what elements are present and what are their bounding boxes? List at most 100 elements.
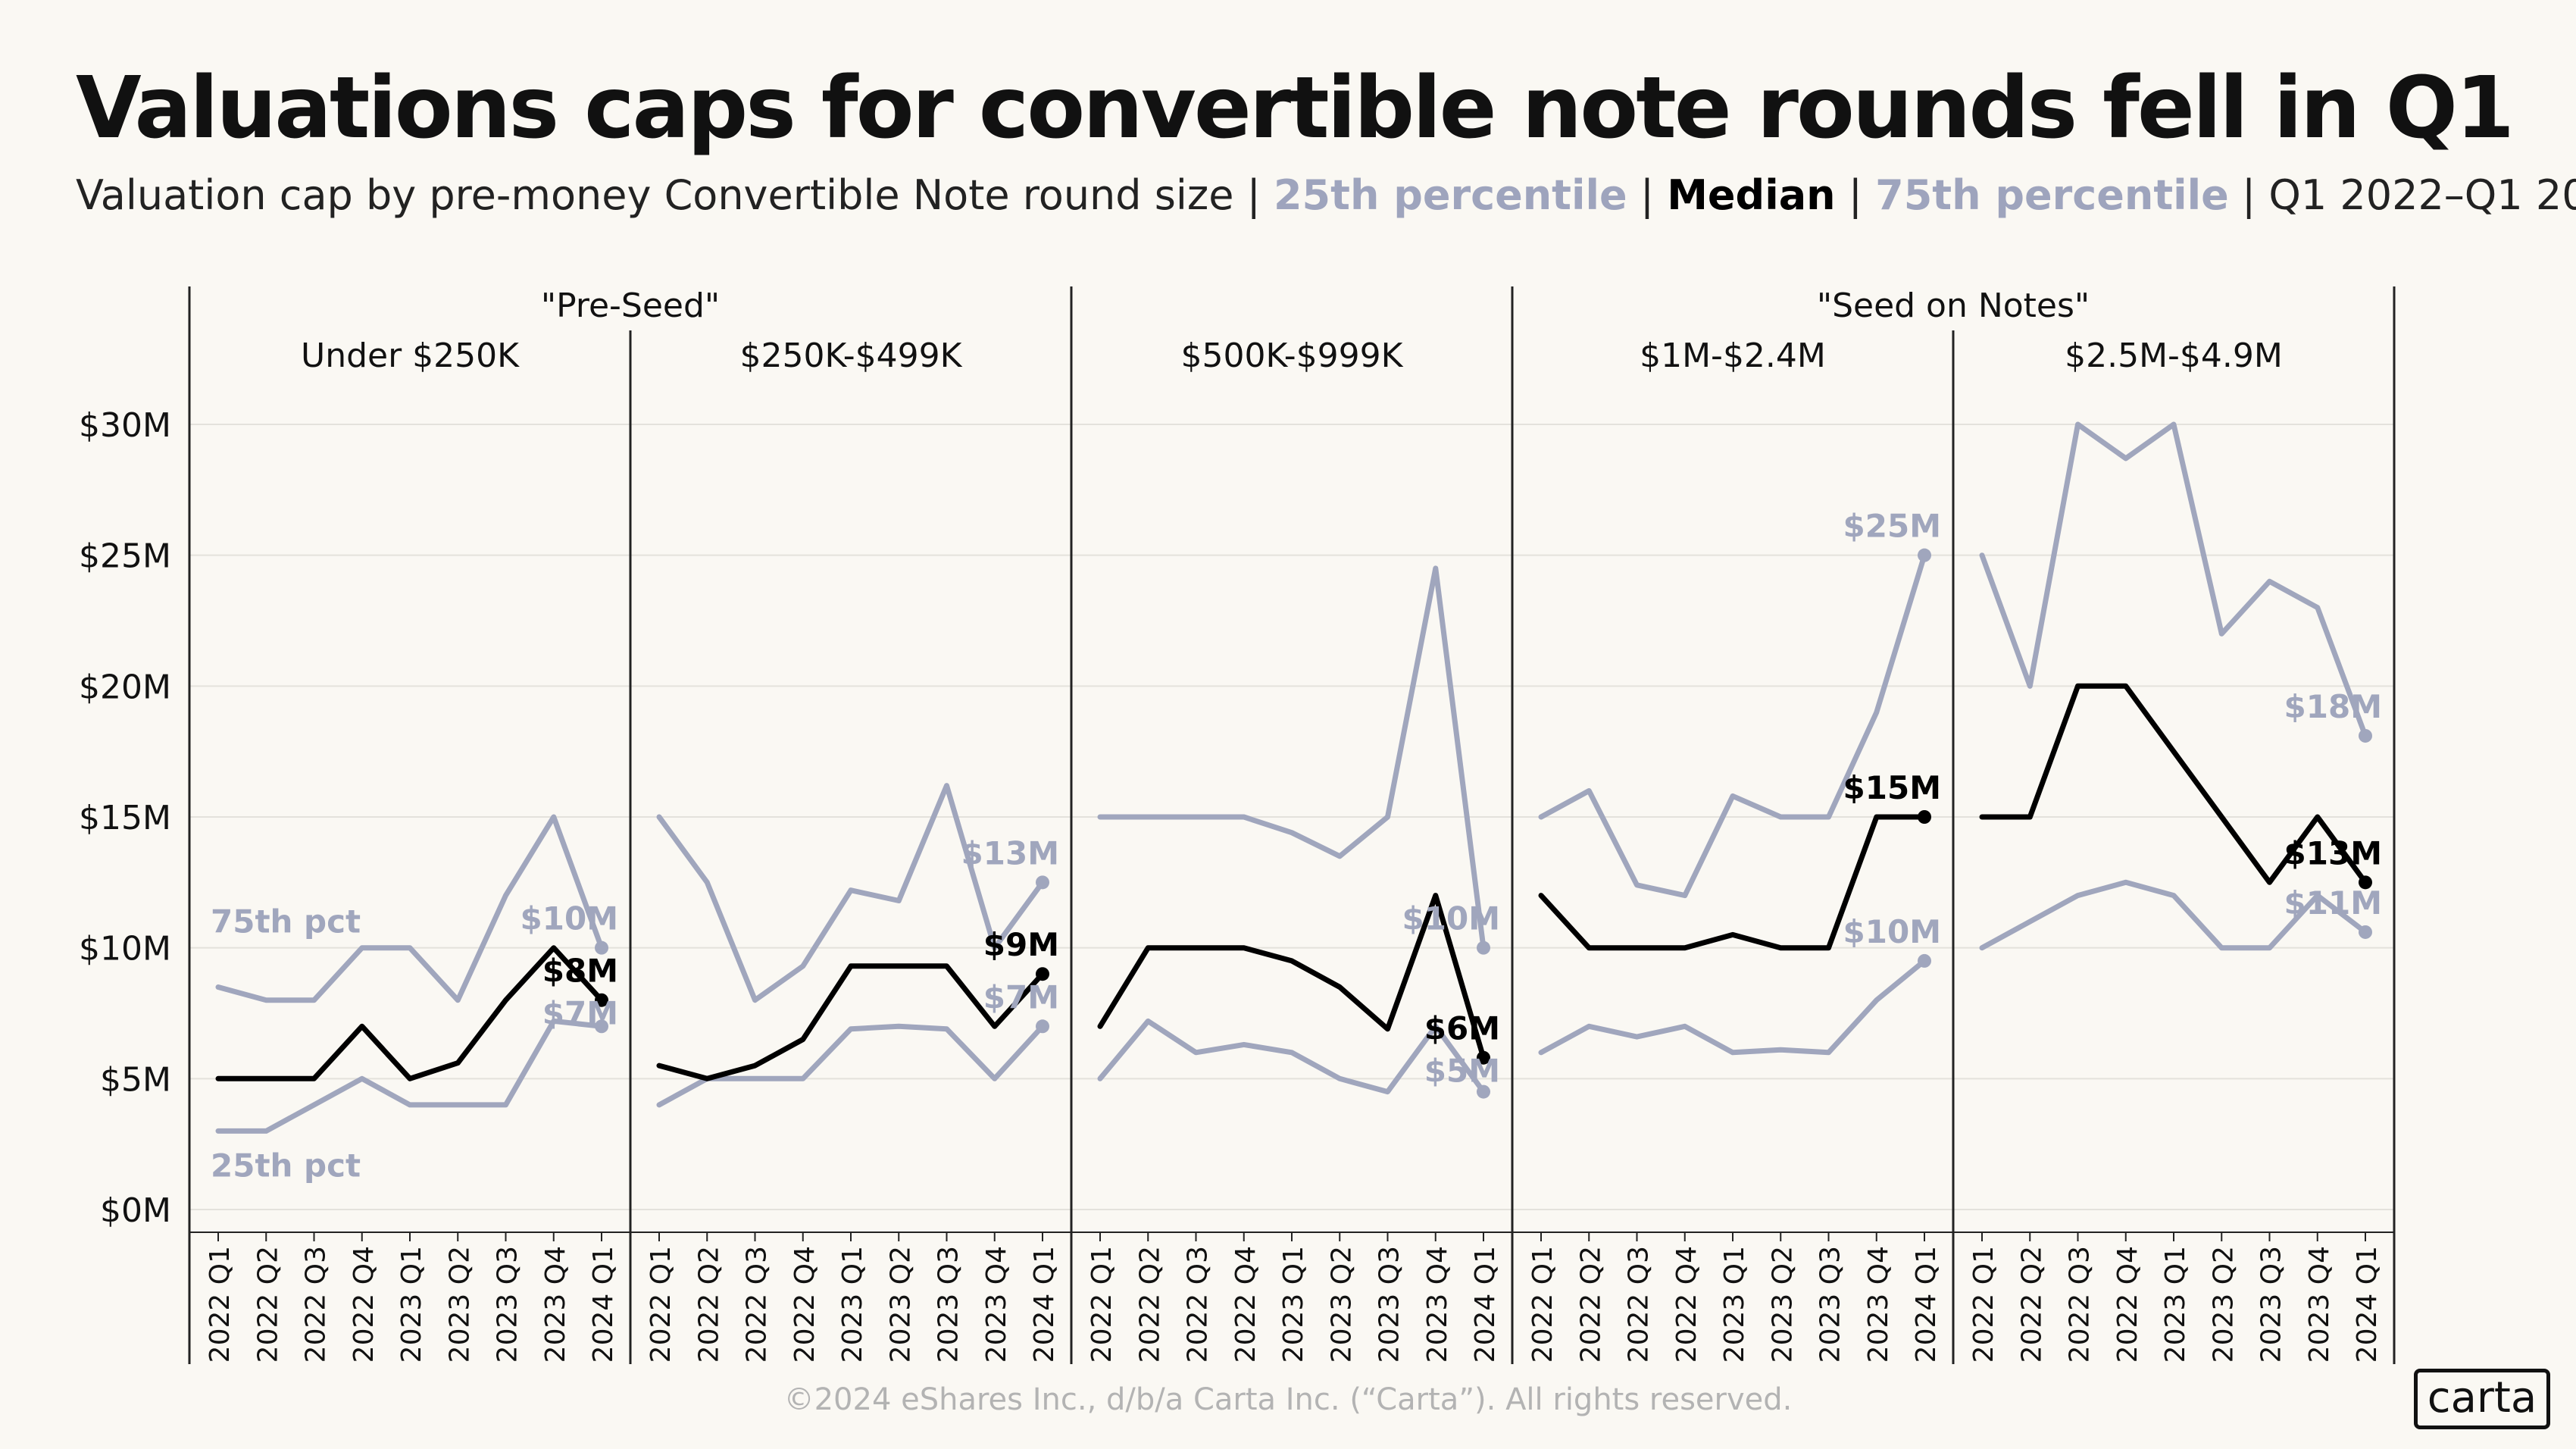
x-tick-label: 2022 Q4: [1671, 1246, 1702, 1363]
x-tick-label: 2023 Q1: [1719, 1246, 1750, 1363]
series-line-p25: [1979, 879, 2368, 951]
x-tick-label: 2024 Q1: [588, 1246, 619, 1363]
x-tick-label: 2023 Q4: [981, 1246, 1012, 1363]
series-end-point-p75: [1036, 875, 1049, 890]
end-label-p25: $7M: [542, 995, 618, 1032]
end-label-median: $8M: [542, 953, 618, 990]
x-tick-label: 2022 Q1: [1527, 1246, 1558, 1363]
x-tick-label: 2022 Q2: [252, 1246, 283, 1363]
subtitle-period: Q1 2022–Q1 2024: [2268, 171, 2576, 219]
end-label-median: $9M: [983, 926, 1059, 963]
series-line-p75: [215, 814, 605, 1003]
subtitle-text: Valuation cap by pre-money Convertible N…: [76, 171, 1234, 219]
end-label-p25: $10M: [1843, 913, 1941, 950]
series-line-p75: [1538, 552, 1927, 899]
series-line-median: [1979, 683, 2368, 885]
series-annotation-p75: 75th pct: [211, 903, 361, 940]
x-tick-label: 2023 Q4: [1422, 1246, 1453, 1363]
series-line-p25: [656, 1023, 1046, 1108]
x-tick-label: 2023 Q4: [1863, 1246, 1894, 1363]
x-tick-label: 2024 Q1: [1470, 1246, 1501, 1363]
legend-75th-percentile: 75th percentile: [1875, 171, 2229, 219]
end-label-p75: $10M: [1402, 900, 1500, 937]
series-end-point-p75: [1918, 548, 1931, 562]
x-tick-label: 2022 Q1: [205, 1246, 236, 1363]
series-end-point-p25: [2359, 925, 2372, 939]
series-line-p75: [1979, 421, 2368, 739]
panel-label: Under $250K: [301, 336, 520, 375]
end-label-p75: $18M: [2284, 688, 2382, 725]
x-tick-label: 2022 Q3: [2065, 1246, 2096, 1363]
x-tick-label: 2022 Q4: [349, 1246, 380, 1363]
series-line-median: [1097, 893, 1487, 1061]
y-tick-label: $5M: [100, 1060, 171, 1099]
series-line-median: [1538, 814, 1927, 951]
series-end-point-median: [1036, 967, 1049, 981]
y-tick-label: $30M: [79, 406, 171, 445]
x-tick-label: 2022 Q1: [1086, 1246, 1118, 1363]
series-end-point-p75: [595, 940, 608, 955]
series-end-point-p75: [1477, 940, 1490, 955]
x-tick-label: 2022 Q3: [301, 1246, 332, 1363]
x-tick-label: 2022 Q4: [1230, 1246, 1261, 1363]
end-label-p25: $7M: [983, 978, 1059, 1016]
y-tick-label: $25M: [79, 537, 171, 576]
x-tick-label: 2023 Q1: [837, 1246, 868, 1363]
series-line-median: [656, 963, 1046, 1081]
series-line-p25: [215, 1018, 605, 1134]
x-tick-label: 2023 Q2: [1326, 1246, 1357, 1363]
end-label-median: $6M: [1424, 1010, 1500, 1047]
series-end-point-p25: [1918, 953, 1931, 968]
y-tick-label: $0M: [100, 1191, 171, 1230]
end-label-p75: $13M: [961, 834, 1059, 872]
x-tick-label: 2023 Q2: [2208, 1246, 2239, 1363]
end-label-p75: $25M: [1843, 508, 1941, 545]
end-label-p25: $11M: [2284, 884, 2382, 922]
series-end-point-median: [1477, 1050, 1490, 1065]
carta-logo: carta: [2414, 1369, 2550, 1429]
x-tick-label: 2022 Q3: [742, 1246, 773, 1363]
series-end-point-p25: [1477, 1084, 1490, 1099]
end-label-p25: $5M: [1424, 1053, 1500, 1090]
panel-label: $500K-$999K: [1181, 336, 1404, 375]
subtitle-separator: |: [1640, 171, 1655, 219]
series-end-point-median: [2359, 875, 2372, 890]
x-tick-label: 2024 Q1: [2352, 1246, 2383, 1363]
group-label: "Seed on Notes": [1817, 286, 2090, 325]
series-end-point-p25: [595, 1019, 608, 1034]
chart-title: Valuations caps for convertible note rou…: [76, 59, 2515, 158]
x-tick-label: 2023 Q2: [444, 1246, 475, 1363]
subtitle-separator: |: [2241, 171, 2256, 219]
end-label-median: $13M: [2284, 834, 2382, 872]
series-line-p75: [1097, 565, 1487, 951]
legend-median: Median: [1667, 171, 1836, 219]
x-tick-label: 2023 Q4: [540, 1246, 571, 1363]
series-line-p25: [1097, 1018, 1487, 1095]
x-tick-label: 2023 Q3: [492, 1246, 524, 1363]
copyright-footer: ©2024 eShares Inc., d/b/a Carta Inc. (“C…: [783, 1382, 1793, 1417]
end-label-median: $15M: [1843, 769, 1941, 806]
group-label: "Pre-Seed": [541, 286, 720, 325]
legend-25th-percentile: 25th percentile: [1273, 171, 1627, 219]
chart-subtitle: Valuation cap by pre-money Convertible N…: [76, 171, 2576, 219]
y-tick-label: $10M: [79, 930, 171, 969]
x-tick-label: 2022 Q2: [693, 1246, 724, 1363]
x-tick-label: 2022 Q2: [2016, 1246, 2047, 1363]
series-line-median: [215, 945, 605, 1081]
x-tick-label: 2022 Q1: [646, 1246, 677, 1363]
series-end-point-p25: [1036, 1019, 1049, 1034]
x-tick-label: 2023 Q4: [2304, 1246, 2335, 1363]
panel-label: $250K-$499K: [740, 336, 963, 375]
x-tick-label: 2023 Q1: [1278, 1246, 1309, 1363]
subtitle-separator: |: [1246, 171, 1261, 219]
x-tick-label: 2024 Q1: [1911, 1246, 1942, 1363]
x-tick-label: 2022 Q2: [1134, 1246, 1165, 1363]
x-tick-label: 2023 Q3: [1815, 1246, 1846, 1363]
x-tick-label: 2022 Q3: [1624, 1246, 1655, 1363]
panel-label: $2.5M-$4.9M: [2065, 336, 2283, 375]
series-line-p25: [1538, 958, 1927, 1056]
subtitle-separator: |: [1848, 171, 1862, 219]
x-tick-label: 2022 Q3: [1183, 1246, 1214, 1363]
x-tick-label: 2024 Q1: [1029, 1246, 1060, 1363]
